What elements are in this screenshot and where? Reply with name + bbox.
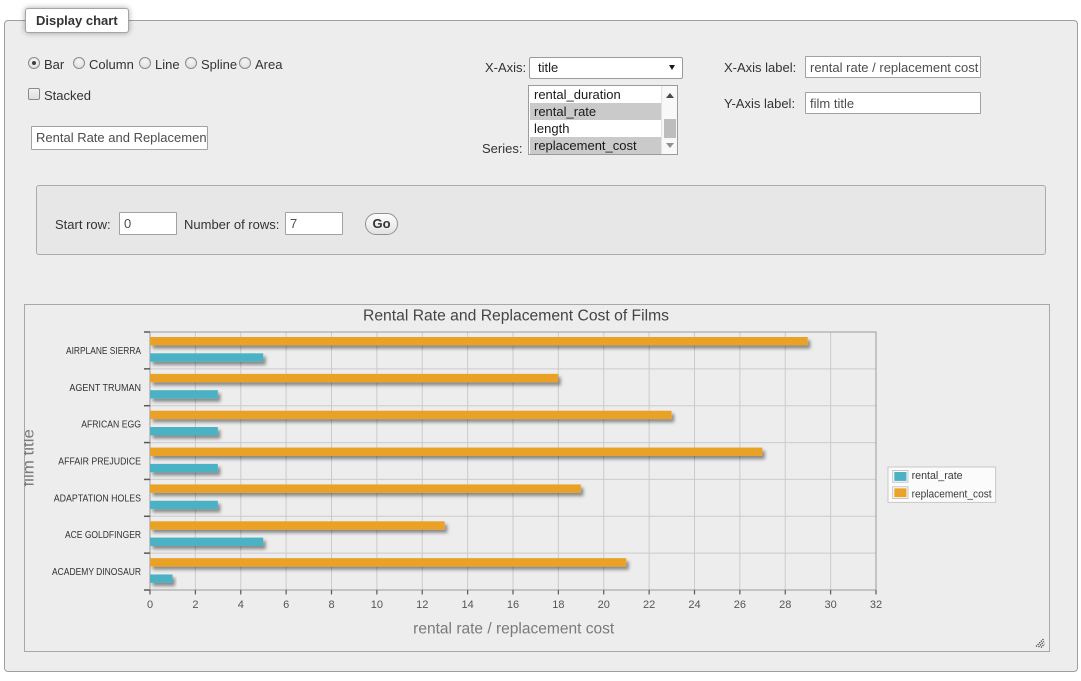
svg-text:8: 8 bbox=[328, 599, 334, 611]
svg-text:2: 2 bbox=[192, 599, 198, 611]
svg-text:4: 4 bbox=[238, 599, 244, 611]
svg-text:22: 22 bbox=[643, 599, 655, 611]
svg-text:14: 14 bbox=[462, 599, 474, 611]
svg-text:0: 0 bbox=[147, 599, 153, 611]
svg-text:16: 16 bbox=[507, 599, 519, 611]
svg-text:rental_rate: rental_rate bbox=[912, 470, 963, 482]
svg-text:ADAPTATION HOLES: ADAPTATION HOLES bbox=[54, 493, 141, 504]
svg-text:film title: film title bbox=[24, 429, 37, 486]
svg-text:ACE GOLDFINGER: ACE GOLDFINGER bbox=[65, 530, 141, 541]
svg-text:32: 32 bbox=[870, 599, 882, 611]
svg-text:28: 28 bbox=[779, 599, 791, 611]
svg-text:AFRICAN EGG: AFRICAN EGG bbox=[81, 420, 141, 431]
svg-text:30: 30 bbox=[825, 599, 837, 611]
svg-text:AIRPLANE SIERRA: AIRPLANE SIERRA bbox=[66, 346, 141, 357]
svg-text:AGENT TRUMAN: AGENT TRUMAN bbox=[69, 383, 141, 394]
svg-text:6: 6 bbox=[283, 599, 289, 611]
svg-text:AFFAIR PREJUDICE: AFFAIR PREJUDICE bbox=[58, 457, 141, 468]
svg-text:ACADEMY DINOSAUR: ACADEMY DINOSAUR bbox=[52, 567, 141, 578]
svg-text:10: 10 bbox=[371, 599, 383, 611]
svg-text:replacement_cost: replacement_cost bbox=[912, 488, 992, 500]
svg-text:20: 20 bbox=[598, 599, 610, 611]
svg-text:rental rate / replacement cost: rental rate / replacement cost bbox=[413, 621, 615, 638]
svg-text:24: 24 bbox=[688, 599, 700, 611]
svg-text:12: 12 bbox=[416, 599, 428, 611]
svg-text:26: 26 bbox=[734, 599, 746, 611]
svg-text:Rental Rate and Replacement Co: Rental Rate and Replacement Cost of Film… bbox=[363, 308, 669, 325]
svg-text:18: 18 bbox=[552, 599, 564, 611]
